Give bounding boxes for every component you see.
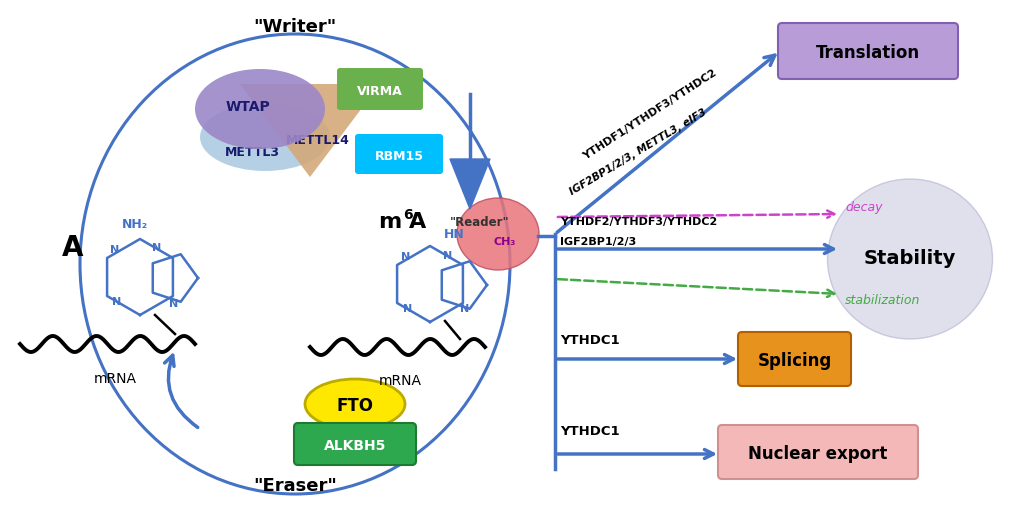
Text: NH₂: NH₂ xyxy=(122,218,148,231)
Text: Nuclear export: Nuclear export xyxy=(749,444,888,462)
Text: "Writer": "Writer" xyxy=(253,18,337,36)
Text: IGF2BP1/2/3, METTL3, eIF3: IGF2BP1/2/3, METTL3, eIF3 xyxy=(567,107,709,196)
Text: VIRMA: VIRMA xyxy=(357,84,402,97)
Text: N: N xyxy=(403,303,413,314)
FancyBboxPatch shape xyxy=(718,425,918,479)
Text: METTL3: METTL3 xyxy=(224,145,280,158)
FancyBboxPatch shape xyxy=(738,332,851,386)
Ellipse shape xyxy=(195,70,325,150)
Text: m: m xyxy=(379,212,401,232)
Polygon shape xyxy=(450,160,490,210)
Text: YTHDF1/YTHDF3/YTHDC2: YTHDF1/YTHDF3/YTHDC2 xyxy=(582,68,719,162)
Text: WTAP: WTAP xyxy=(225,100,270,114)
Text: N: N xyxy=(169,298,178,308)
Text: N: N xyxy=(111,244,120,254)
Text: N: N xyxy=(153,242,162,252)
Text: METTL14: METTL14 xyxy=(286,133,350,146)
FancyBboxPatch shape xyxy=(337,69,423,111)
Text: RBM15: RBM15 xyxy=(375,149,424,162)
Text: N: N xyxy=(461,303,470,314)
Text: Stability: Stability xyxy=(864,248,956,267)
Text: YTHDF2/YTHDF3/YTHDC2: YTHDF2/YTHDF3/YTHDC2 xyxy=(560,216,717,227)
Text: ALKBH5: ALKBH5 xyxy=(324,438,386,452)
Text: 6: 6 xyxy=(403,208,413,221)
Ellipse shape xyxy=(305,379,406,429)
FancyBboxPatch shape xyxy=(294,423,416,465)
FancyBboxPatch shape xyxy=(778,24,958,80)
Text: N: N xyxy=(443,250,453,261)
Text: HN: HN xyxy=(443,227,464,240)
Text: IGF2BP1/2/3: IGF2BP1/2/3 xyxy=(560,237,636,246)
Text: A: A xyxy=(410,212,427,232)
Polygon shape xyxy=(240,85,380,178)
Text: mRNA: mRNA xyxy=(379,373,422,387)
Text: YTHDC1: YTHDC1 xyxy=(560,425,620,438)
Ellipse shape xyxy=(200,104,330,172)
Text: "Reader": "Reader" xyxy=(451,215,510,228)
Text: mRNA: mRNA xyxy=(93,371,136,385)
Text: stabilization: stabilization xyxy=(845,293,921,306)
Text: decay: decay xyxy=(845,200,883,213)
FancyArrowPatch shape xyxy=(165,356,198,428)
Text: YTHDC1: YTHDC1 xyxy=(560,333,620,346)
FancyBboxPatch shape xyxy=(355,135,443,175)
Text: CH₃: CH₃ xyxy=(494,237,516,246)
Text: Translation: Translation xyxy=(816,44,920,62)
Text: FTO: FTO xyxy=(337,396,374,414)
Text: Splicing: Splicing xyxy=(758,351,833,369)
Text: N: N xyxy=(401,251,411,262)
Text: "Eraser": "Eraser" xyxy=(253,476,337,494)
Ellipse shape xyxy=(827,180,992,340)
Text: N: N xyxy=(113,296,122,306)
Text: A: A xyxy=(62,234,84,262)
Ellipse shape xyxy=(457,199,539,270)
